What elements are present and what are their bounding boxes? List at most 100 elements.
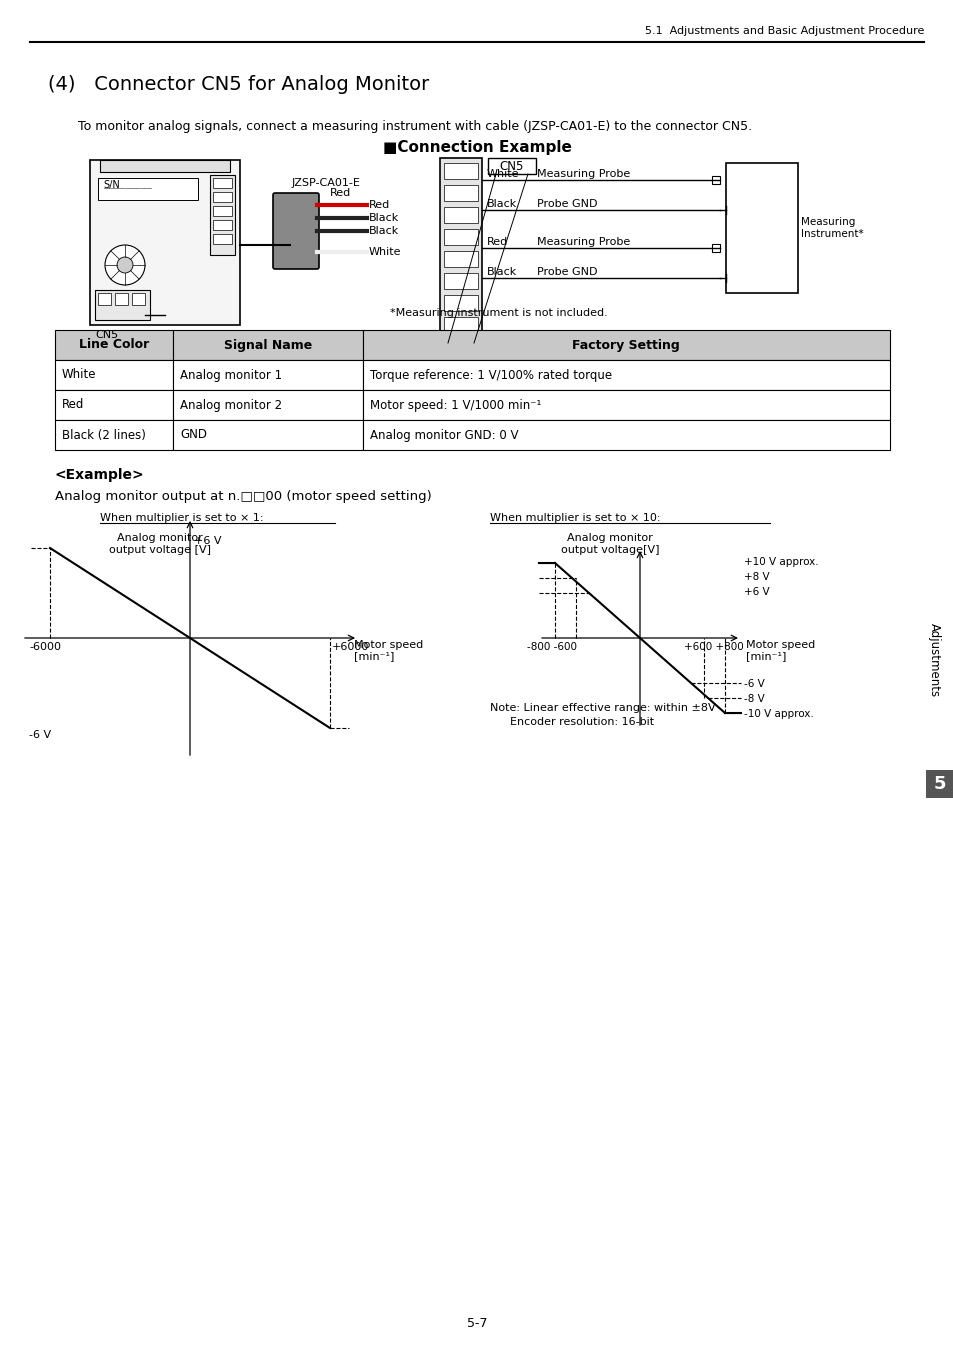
Text: Signal Name: Signal Name [224, 339, 312, 351]
Text: +8 V: +8 V [743, 572, 769, 582]
Text: Measuring Probe: Measuring Probe [537, 238, 630, 247]
Text: -10 V approx.: -10 V approx. [743, 709, 813, 720]
Bar [443, 273, 477, 289]
Text: Encoder resolution: 16-bit: Encoder resolution: 16-bit [510, 717, 654, 728]
Bar [98, 293, 111, 305]
Text: Adjustments: Adjustments [926, 622, 940, 697]
Text: Measuring Probe: Measuring Probe [537, 169, 630, 180]
Bar [55, 360, 172, 390]
Bar [439, 158, 481, 343]
Bar [213, 234, 232, 244]
Text: Black: Black [486, 198, 517, 209]
Text: Red: Red [330, 188, 351, 198]
Bar [725, 163, 797, 293]
Text: Analog monitor: Analog monitor [566, 533, 652, 543]
Text: Line Color: Line Color [79, 339, 149, 351]
Bar [210, 176, 234, 255]
Bar [443, 296, 477, 310]
Bar [115, 293, 128, 305]
Bar [213, 178, 232, 188]
Bar [55, 390, 172, 420]
Bar [488, 158, 536, 174]
Bar [925, 769, 953, 798]
Text: -6 V: -6 V [30, 730, 51, 740]
Text: When multiplier is set to × 1:: When multiplier is set to × 1: [100, 513, 263, 522]
Bar [443, 207, 477, 223]
Text: Analog monitor GND: 0 V: Analog monitor GND: 0 V [370, 428, 518, 441]
Bar [172, 360, 363, 390]
Circle shape [117, 256, 132, 273]
Text: S/N: S/N [103, 180, 120, 190]
Bar [443, 317, 477, 333]
Text: ■Connection Example: ■Connection Example [382, 140, 571, 155]
Bar [443, 251, 477, 267]
Text: [min⁻¹]: [min⁻¹] [354, 651, 394, 661]
Text: -8 V: -8 V [743, 694, 764, 703]
Text: Red: Red [62, 398, 84, 412]
Text: CN5: CN5 [499, 159, 523, 173]
Bar [55, 420, 172, 450]
Bar [95, 290, 150, 320]
Bar [132, 293, 145, 305]
Text: Black: Black [486, 267, 517, 277]
Text: 5-7: 5-7 [466, 1318, 487, 1330]
Text: Note: Linear effective range: within ±8V: Note: Linear effective range: within ±8V [490, 703, 715, 713]
Text: Motor speed: Motor speed [354, 640, 422, 649]
Bar [443, 230, 477, 244]
Text: +600 +800: +600 +800 [684, 643, 743, 652]
Text: Torque reference: 1 V/100% rated torque: Torque reference: 1 V/100% rated torque [370, 369, 612, 382]
Text: To monitor analog signals, connect a measuring instrument with cable (JZSP-CA01-: To monitor analog signals, connect a mea… [78, 120, 751, 134]
Bar [213, 192, 232, 202]
Text: +6 V: +6 V [743, 587, 769, 597]
Text: 5: 5 [933, 775, 945, 792]
Bar [98, 178, 198, 200]
Circle shape [105, 244, 145, 285]
Text: Motor speed: 1 V/1000 min⁻¹: Motor speed: 1 V/1000 min⁻¹ [370, 398, 540, 412]
Text: Analog monitor 2: Analog monitor 2 [180, 398, 282, 412]
Text: -800 -600: -800 -600 [526, 643, 577, 652]
Text: -6 V: -6 V [743, 679, 764, 688]
Text: +6 V: +6 V [193, 536, 221, 545]
Bar [172, 420, 363, 450]
Text: 5.1  Adjustments and Basic Adjustment Procedure: 5.1 Adjustments and Basic Adjustment Pro… [644, 26, 923, 36]
Text: Probe GND: Probe GND [537, 267, 597, 277]
Text: White: White [369, 247, 401, 256]
Text: Black: Black [369, 225, 399, 236]
Text: Black: Black [369, 213, 399, 223]
Text: White: White [62, 369, 96, 382]
Text: Analog monitor 1: Analog monitor 1 [180, 369, 282, 382]
Text: When multiplier is set to × 10:: When multiplier is set to × 10: [490, 513, 659, 522]
Text: *Measuring instrument is not included.: *Measuring instrument is not included. [390, 308, 607, 319]
Bar [711, 176, 720, 184]
Text: +6000: +6000 [332, 643, 369, 652]
Bar [90, 161, 240, 325]
Bar [100, 161, 230, 171]
Text: [min⁻¹]: [min⁻¹] [745, 651, 785, 661]
Bar [363, 390, 889, 420]
Bar [172, 390, 363, 420]
Text: Black (2 lines): Black (2 lines) [62, 428, 146, 441]
Text: Red: Red [486, 238, 508, 247]
Bar [443, 185, 477, 201]
Text: Analog monitor: Analog monitor [117, 533, 203, 543]
Bar [363, 420, 889, 450]
Bar [172, 329, 363, 360]
Text: +10 V approx.: +10 V approx. [743, 558, 818, 567]
Text: (4)   Connector CN5 for Analog Monitor: (4) Connector CN5 for Analog Monitor [48, 76, 429, 95]
Text: GND: GND [180, 428, 207, 441]
Text: Factory Setting: Factory Setting [572, 339, 679, 351]
FancyBboxPatch shape [273, 193, 318, 269]
Text: JZSP-CA01-E: JZSP-CA01-E [292, 178, 360, 188]
Text: Probe GND: Probe GND [537, 198, 597, 209]
Text: -6000: -6000 [29, 643, 61, 652]
Text: ─────────────: ───────────── [103, 188, 152, 192]
Bar [213, 207, 232, 216]
Text: Measuring
Instrument*: Measuring Instrument* [801, 217, 862, 239]
Bar [55, 329, 172, 360]
Text: Red: Red [369, 200, 390, 211]
Bar [213, 220, 232, 230]
Text: Motor speed: Motor speed [745, 640, 814, 649]
Bar [711, 244, 720, 252]
Text: Analog monitor output at n.□□00 (motor speed setting): Analog monitor output at n.□□00 (motor s… [55, 490, 432, 504]
Text: <Example>: <Example> [55, 468, 145, 482]
